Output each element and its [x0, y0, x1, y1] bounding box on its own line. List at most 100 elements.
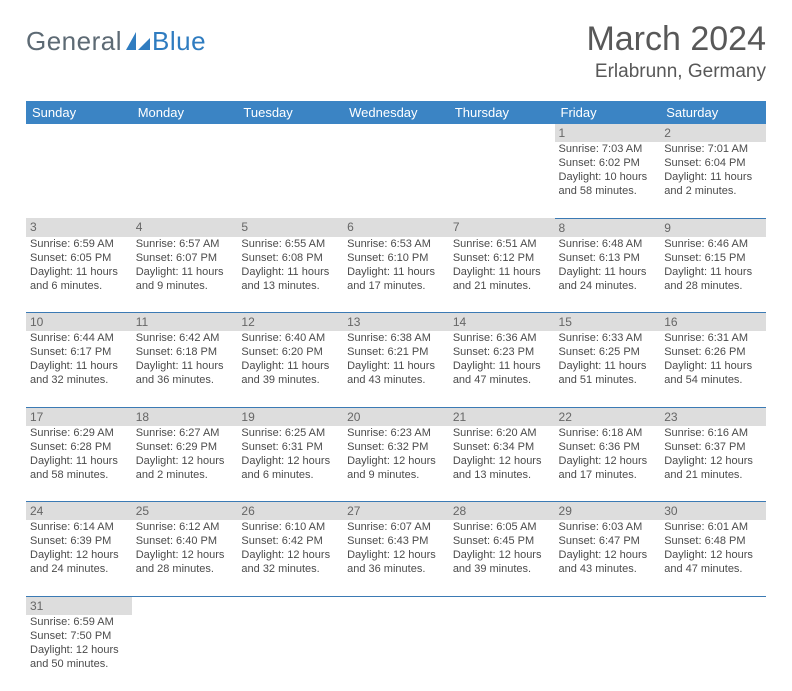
day-info-cell: Sunrise: 6:46 AMSunset: 6:15 PMDaylight:… [660, 237, 766, 313]
sunset-text: Sunset: 6:12 PM [453, 251, 551, 265]
day-number: 1 [559, 126, 566, 140]
day-number-cell: 8 [555, 218, 661, 237]
day-info-cell: Sunrise: 6:59 AMSunset: 6:05 PMDaylight:… [26, 237, 132, 313]
daylight-text: Daylight: 11 hours and 21 minutes. [453, 265, 551, 293]
day-info-cell: Sunrise: 6:53 AMSunset: 6:10 PMDaylight:… [343, 237, 449, 313]
sunrise-text: Sunrise: 6:01 AM [664, 520, 762, 534]
daynum-row: 24252627282930 [26, 502, 766, 521]
day-number: 2 [664, 126, 671, 140]
day-number-cell: 18 [132, 407, 238, 426]
daynum-row: 17181920212223 [26, 407, 766, 426]
day-number-cell: 25 [132, 502, 238, 521]
daylight-text: Daylight: 12 hours and 47 minutes. [664, 548, 762, 576]
sunset-text: Sunset: 6:39 PM [30, 534, 128, 548]
daynum-row: 12 [26, 124, 766, 142]
daylight-text: Daylight: 12 hours and 43 minutes. [559, 548, 657, 576]
day-info-cell: Sunrise: 7:01 AMSunset: 6:04 PMDaylight:… [660, 142, 766, 218]
sunset-text: Sunset: 6:17 PM [30, 345, 128, 359]
sunset-text: Sunset: 6:08 PM [241, 251, 339, 265]
day-number-cell: 21 [449, 407, 555, 426]
day-info-cell: Sunrise: 6:01 AMSunset: 6:48 PMDaylight:… [660, 520, 766, 596]
day-number-cell: 23 [660, 407, 766, 426]
daylight-text: Daylight: 11 hours and 58 minutes. [30, 454, 128, 482]
day-number: 7 [453, 220, 460, 234]
day-info-row: Sunrise: 6:44 AMSunset: 6:17 PMDaylight:… [26, 331, 766, 407]
sunrise-text: Sunrise: 6:40 AM [241, 331, 339, 345]
sunrise-text: Sunrise: 6:20 AM [453, 426, 551, 440]
day-number: 30 [664, 504, 677, 518]
day-info-cell: Sunrise: 6:18 AMSunset: 6:36 PMDaylight:… [555, 426, 661, 502]
sunset-text: Sunset: 6:48 PM [664, 534, 762, 548]
sunset-text: Sunset: 6:45 PM [453, 534, 551, 548]
sunrise-text: Sunrise: 6:31 AM [664, 331, 762, 345]
day-number: 31 [30, 599, 43, 613]
daylight-text: Daylight: 12 hours and 50 minutes. [30, 643, 128, 671]
day-number-cell: 14 [449, 313, 555, 332]
day-number: 14 [453, 315, 466, 329]
day-number: 18 [136, 410, 149, 424]
sunrise-text: Sunrise: 6:38 AM [347, 331, 445, 345]
sunset-text: Sunset: 6:26 PM [664, 345, 762, 359]
sunrise-text: Sunrise: 6:36 AM [453, 331, 551, 345]
sunset-text: Sunset: 6:18 PM [136, 345, 234, 359]
day-info-row: Sunrise: 6:29 AMSunset: 6:28 PMDaylight:… [26, 426, 766, 502]
daylight-text: Daylight: 11 hours and 47 minutes. [453, 359, 551, 387]
daylight-text: Daylight: 11 hours and 13 minutes. [241, 265, 339, 293]
day-number-cell: 9 [660, 218, 766, 237]
day-number-cell: 27 [343, 502, 449, 521]
sunrise-text: Sunrise: 6:23 AM [347, 426, 445, 440]
daylight-text: Daylight: 11 hours and 28 minutes. [664, 265, 762, 293]
sunrise-text: Sunrise: 6:46 AM [664, 237, 762, 251]
sunset-text: Sunset: 6:29 PM [136, 440, 234, 454]
daylight-text: Daylight: 11 hours and 9 minutes. [136, 265, 234, 293]
day-info-cell [132, 142, 238, 218]
sunrise-text: Sunrise: 6:59 AM [30, 615, 128, 629]
sunset-text: Sunset: 6:13 PM [559, 251, 657, 265]
calendar-table: Sunday Monday Tuesday Wednesday Thursday… [26, 101, 766, 691]
daylight-text: Daylight: 11 hours and 39 minutes. [241, 359, 339, 387]
day-number: 8 [559, 221, 566, 235]
day-info-cell [660, 615, 766, 691]
month-title: March 2024 [586, 20, 766, 59]
day-info-cell: Sunrise: 6:14 AMSunset: 6:39 PMDaylight:… [26, 520, 132, 596]
day-number-cell: 4 [132, 218, 238, 237]
day-number-cell: 17 [26, 407, 132, 426]
day-number-cell: 16 [660, 313, 766, 332]
day-number: 26 [241, 504, 254, 518]
sunrise-text: Sunrise: 7:03 AM [559, 142, 657, 156]
daylight-text: Daylight: 11 hours and 43 minutes. [347, 359, 445, 387]
day-number: 3 [30, 220, 37, 234]
sunset-text: Sunset: 6:36 PM [559, 440, 657, 454]
daylight-text: Daylight: 12 hours and 28 minutes. [136, 548, 234, 576]
daylight-text: Daylight: 11 hours and 17 minutes. [347, 265, 445, 293]
daylight-text: Daylight: 12 hours and 36 minutes. [347, 548, 445, 576]
brand-logo: General Blue [26, 26, 206, 57]
sunrise-text: Sunrise: 6:18 AM [559, 426, 657, 440]
daylight-text: Daylight: 12 hours and 21 minutes. [664, 454, 762, 482]
day-info-cell: Sunrise: 6:38 AMSunset: 6:21 PMDaylight:… [343, 331, 449, 407]
daylight-text: Daylight: 11 hours and 32 minutes. [30, 359, 128, 387]
sunrise-text: Sunrise: 6:25 AM [241, 426, 339, 440]
day-info-row: Sunrise: 6:59 AMSunset: 7:50 PMDaylight:… [26, 615, 766, 691]
day-number: 12 [241, 315, 254, 329]
day-info-cell: Sunrise: 6:25 AMSunset: 6:31 PMDaylight:… [237, 426, 343, 502]
sunrise-text: Sunrise: 6:07 AM [347, 520, 445, 534]
day-info-cell: Sunrise: 6:10 AMSunset: 6:42 PMDaylight:… [237, 520, 343, 596]
day-info-cell: Sunrise: 6:59 AMSunset: 7:50 PMDaylight:… [26, 615, 132, 691]
day-info-cell: Sunrise: 6:51 AMSunset: 6:12 PMDaylight:… [449, 237, 555, 313]
sunset-text: Sunset: 6:37 PM [664, 440, 762, 454]
sunrise-text: Sunrise: 6:10 AM [241, 520, 339, 534]
daylight-text: Daylight: 11 hours and 6 minutes. [30, 265, 128, 293]
day-info-row: Sunrise: 7:03 AMSunset: 6:02 PMDaylight:… [26, 142, 766, 218]
day-info-cell: Sunrise: 6:12 AMSunset: 6:40 PMDaylight:… [132, 520, 238, 596]
day-number: 6 [347, 220, 354, 234]
sunset-text: Sunset: 6:15 PM [664, 251, 762, 265]
weekday-header: Thursday [449, 101, 555, 124]
sunrise-text: Sunrise: 6:16 AM [664, 426, 762, 440]
day-number: 17 [30, 410, 43, 424]
day-number-cell: 24 [26, 502, 132, 521]
daylight-text: Daylight: 12 hours and 24 minutes. [30, 548, 128, 576]
sunset-text: Sunset: 6:28 PM [30, 440, 128, 454]
daylight-text: Daylight: 11 hours and 54 minutes. [664, 359, 762, 387]
page-header: General Blue March 2024 Erlabrunn, Germa… [26, 20, 766, 83]
